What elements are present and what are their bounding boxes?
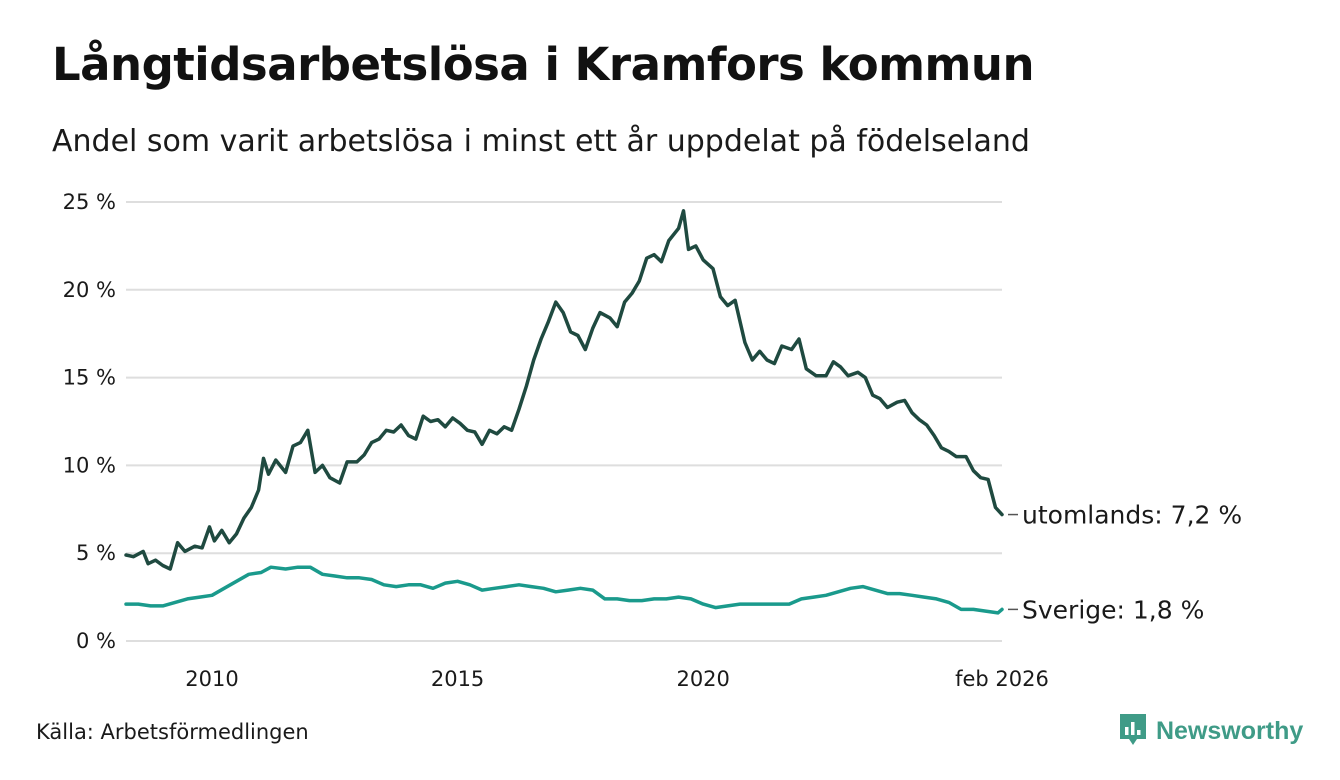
y-tick-label: 10 % (63, 453, 116, 477)
chart-title: Långtidsarbetslösa i Kramfors kommun (52, 38, 1035, 91)
y-axis: 0 % 5 % 10 % 15 % 20 % 25 % (63, 190, 116, 653)
y-tick-label: 15 % (63, 366, 116, 390)
x-tick-label: 2015 (431, 667, 484, 691)
source-note: Källa: Arbetsförmedlingen (36, 720, 309, 744)
end-label-utomlands: utomlands: 7,2 % (1022, 501, 1242, 530)
x-tick-label: 2020 (676, 667, 729, 691)
brand[interactable]: Newsworthy (1118, 712, 1303, 750)
y-tick-label: 0 % (76, 629, 116, 653)
end-label-sverige: Sverige: 1,8 % (1022, 595, 1204, 624)
x-tick-label: feb 2026 (955, 667, 1049, 691)
newsworthy-logo-icon (1120, 714, 1146, 745)
series-line-utomlands (124, 209, 1004, 571)
series-lines (124, 209, 1004, 615)
brand-name: Newsworthy (1156, 716, 1304, 745)
chart-subtitle: Andel som varit arbetslösa i minst ett å… (52, 124, 1030, 159)
y-tick-label: 5 % (76, 541, 116, 565)
y-tick-label: 25 % (63, 190, 116, 214)
y-tick-label: 20 % (63, 278, 116, 302)
gridlines (126, 201, 1002, 642)
line-chart: 0 % 5 % 10 % 15 % 20 % 25 % 2010 2015 2020 feb 2… (63, 190, 1243, 691)
series-end-labels: utomlands: 7,2 % Sverige: 1,8 % (1008, 501, 1242, 624)
series-line-sverige (124, 565, 1004, 615)
x-axis: 2010 2015 2020 feb 2026 (185, 667, 1049, 691)
x-tick-label: 2010 (185, 667, 238, 691)
